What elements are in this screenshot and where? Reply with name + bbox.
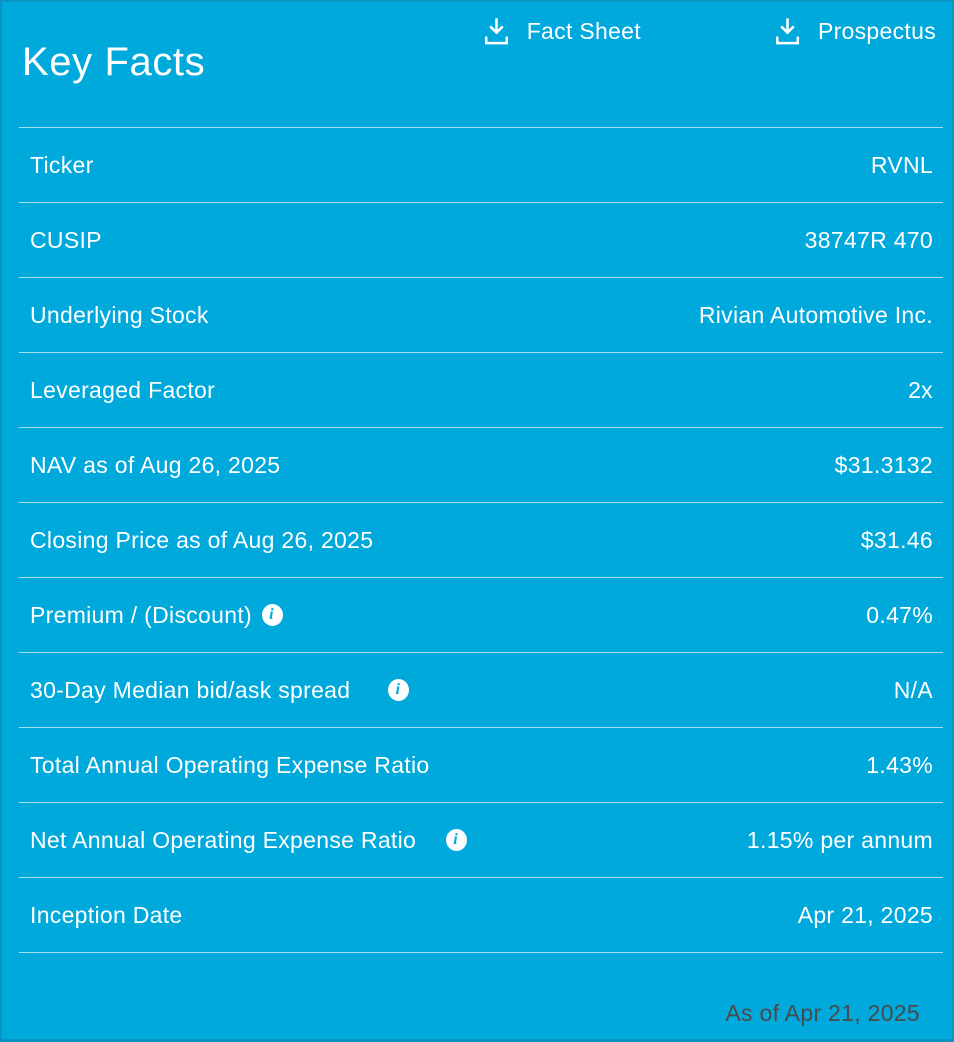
fact-label: Underlying Stock bbox=[30, 301, 209, 328]
fact-label: Premium / (Discount) bbox=[30, 601, 252, 628]
fact-value: N/A bbox=[893, 676, 933, 703]
fact-row-premium-discount: Premium / (Discount) i 0.47% bbox=[2, 578, 952, 652]
fact-value: $31.3132 bbox=[834, 451, 933, 478]
fact-value: RVNL bbox=[870, 151, 933, 178]
key-facts-footer: As of Apr 21, 2025 bbox=[2, 953, 952, 1039]
fact-value: $31.46 bbox=[860, 526, 933, 553]
fact-row-closing-price-as-of-aug-26-2025: Closing Price as of Aug 26, 2025 $31.46 bbox=[2, 503, 952, 577]
fact-row-total-annual-operating-expense-ratio: Total Annual Operating Expense Ratio 1.43… bbox=[2, 728, 952, 802]
fact-label: Total Annual Operating Expense Ratio bbox=[30, 751, 430, 778]
fact-row-net-annual-operating-expense-ratio: Net Annual Operating Expense Ratio i 1.15%… bbox=[2, 803, 952, 877]
fact-row-inception-date: Inception Date Apr 21, 2025 bbox=[2, 878, 952, 952]
row-divider bbox=[19, 352, 943, 353]
fact-label: Inception Date bbox=[30, 901, 183, 928]
row-divider bbox=[19, 277, 943, 278]
fact-value: 1.43% bbox=[866, 751, 933, 778]
fact-row-leveraged-factor: Leveraged Factor 2x bbox=[2, 353, 952, 427]
key-facts-table: Ticker RVNL CUSIP 38747R 470 Underlying Stoc… bbox=[2, 127, 952, 953]
page-title: Key Facts bbox=[22, 40, 206, 84]
row-divider bbox=[19, 427, 943, 428]
row-divider bbox=[19, 202, 943, 203]
fact-row-ticker: Ticker RVNL bbox=[2, 128, 952, 202]
fact-label: Ticker bbox=[30, 151, 94, 178]
info-icon[interactable]: i bbox=[388, 679, 410, 701]
row-divider bbox=[19, 802, 943, 803]
as-of-date: As of Apr 21, 2025 bbox=[725, 1000, 920, 1026]
row-divider bbox=[19, 952, 943, 953]
fact-row-30-day-median-bid-ask-spread: 30-Day Median bid/ask spread i N/A bbox=[2, 653, 952, 727]
row-divider bbox=[19, 127, 943, 128]
prospectus-label: Prospectus bbox=[817, 17, 936, 44]
fact-value: 38747R 470 bbox=[804, 226, 933, 253]
row-divider bbox=[19, 727, 943, 728]
download-icon bbox=[773, 15, 802, 47]
fact-value: 2x bbox=[908, 376, 933, 403]
row-divider bbox=[19, 652, 943, 653]
row-divider bbox=[19, 577, 943, 578]
fact-sheet-label: Fact Sheet bbox=[526, 17, 641, 44]
fact-value: 1.15% per annum bbox=[746, 826, 933, 853]
row-divider bbox=[19, 877, 943, 878]
row-divider bbox=[19, 502, 943, 503]
document-links: Fact Sheet Prospectus bbox=[482, 15, 936, 47]
fact-value: 0.47% bbox=[866, 601, 933, 628]
fact-row-underlying-stock: Underlying Stock Rivian Automotive Inc. bbox=[2, 278, 952, 352]
fact-label: CUSIP bbox=[30, 226, 102, 253]
key-facts-header: Fact Sheet Prospectus Key Facts bbox=[2, 2, 952, 127]
fact-label: Net Annual Operating Expense Ratio bbox=[30, 826, 417, 853]
fact-label: NAV as of Aug 26, 2025 bbox=[30, 451, 281, 478]
fact-label: 30-Day Median bid/ask spread bbox=[30, 676, 351, 703]
fact-label: Closing Price as of Aug 26, 2025 bbox=[30, 526, 374, 553]
prospectus-link[interactable]: Prospectus bbox=[773, 15, 936, 47]
fact-value: Rivian Automotive Inc. bbox=[698, 301, 933, 328]
fact-row-nav-as-of-aug-26-2025: NAV as of Aug 26, 2025 $31.3132 bbox=[2, 428, 952, 502]
download-icon bbox=[482, 15, 511, 47]
fact-sheet-link[interactable]: Fact Sheet bbox=[482, 15, 641, 47]
info-icon[interactable]: i bbox=[261, 604, 283, 626]
fact-row-cusip: CUSIP 38747R 470 bbox=[2, 203, 952, 277]
fact-label: Leveraged Factor bbox=[30, 376, 216, 403]
fact-value: Apr 21, 2025 bbox=[797, 901, 933, 928]
info-icon[interactable]: i bbox=[446, 829, 468, 851]
